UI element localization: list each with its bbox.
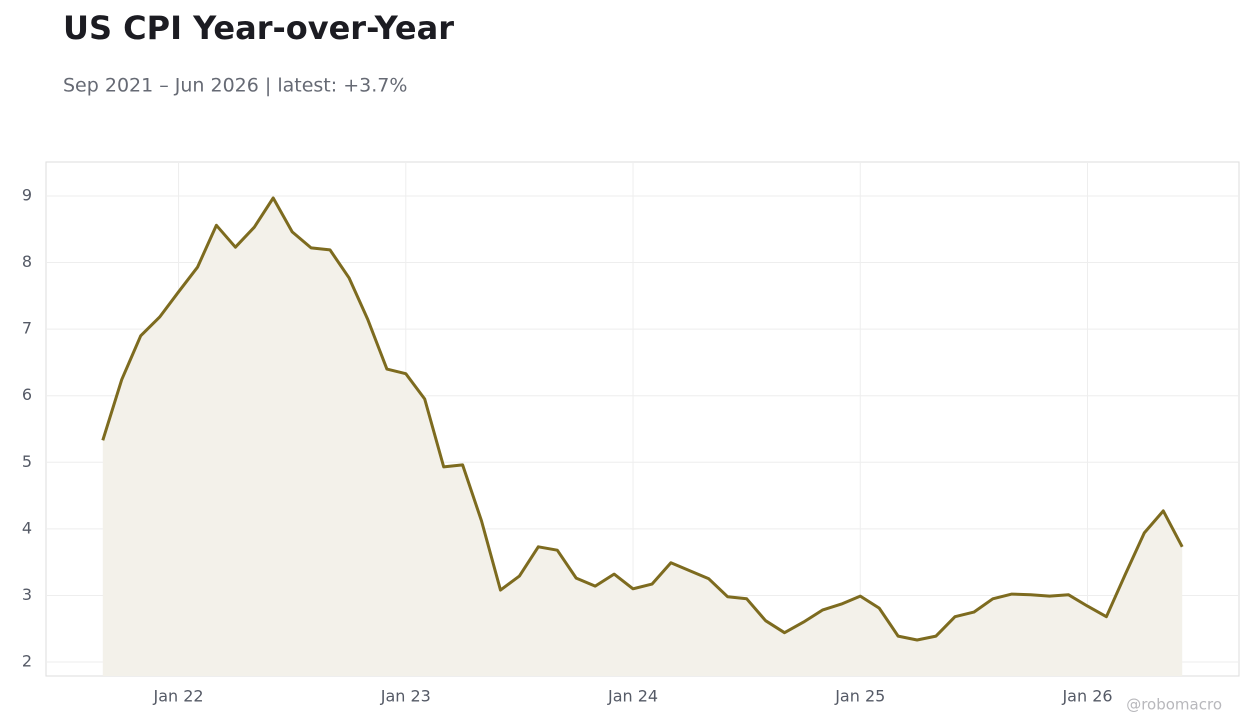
x-tick-label: Jan 22 xyxy=(153,687,204,706)
y-tick-label: 2 xyxy=(22,652,32,671)
area xyxy=(102,198,1183,676)
x-tick-label: Jan 23 xyxy=(380,687,431,706)
chart-title: US CPI Year-over-Year xyxy=(63,9,454,47)
y-tick-label: 3 xyxy=(22,585,32,604)
y-tick-label: 4 xyxy=(22,518,32,537)
chart-subtitle: Sep 2021 – Jun 2026 | latest: +3.7% xyxy=(63,75,407,97)
watermark: @robomacro xyxy=(1126,696,1222,714)
y-tick-label: 8 xyxy=(22,252,32,271)
x-tick-label: Jan 26 xyxy=(1061,687,1112,706)
y-tick-label: 6 xyxy=(22,385,32,404)
y-tick-label: 5 xyxy=(22,452,32,471)
x-tick-label: Jan 25 xyxy=(834,687,885,706)
y-tick-label: 7 xyxy=(22,319,32,338)
x-tick-label: Jan 24 xyxy=(607,687,658,706)
line xyxy=(101,196,1184,642)
y-tick-label: 9 xyxy=(22,185,32,204)
